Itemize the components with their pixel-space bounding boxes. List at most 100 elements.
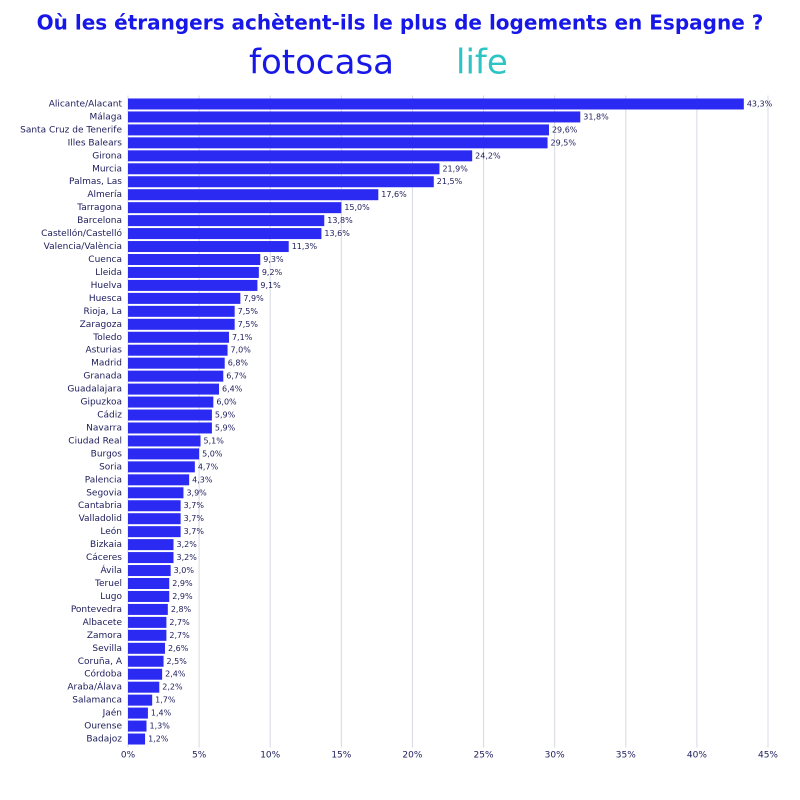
- y-tick-label: Málaga: [89, 112, 122, 122]
- y-tick-label: Castellón/Castelló: [41, 228, 122, 239]
- bar: [128, 655, 164, 667]
- bar: [128, 292, 241, 304]
- y-tick-label: Almería: [87, 190, 122, 200]
- value-label: 6,4%: [222, 385, 243, 394]
- value-label: 7,5%: [238, 320, 259, 329]
- value-label: 2,4%: [165, 670, 186, 679]
- bar: [128, 370, 224, 382]
- value-label: 2,7%: [169, 618, 190, 627]
- y-tick-label: Asturias: [86, 346, 123, 356]
- value-label: 4,3%: [192, 475, 213, 484]
- y-tick-label: Burgos: [91, 449, 123, 459]
- x-tick-label: 10%: [260, 751, 280, 761]
- y-tick-label: Barcelona: [77, 216, 122, 226]
- y-tick-label: Girona: [92, 151, 122, 161]
- bar: [128, 668, 163, 680]
- y-tick-label: Zamora: [87, 631, 122, 641]
- value-label: 5,0%: [202, 449, 223, 458]
- y-tick-label: Illes Balears: [68, 138, 123, 148]
- bar: [128, 629, 167, 641]
- value-label: 7,1%: [232, 333, 253, 342]
- bar: [128, 344, 228, 356]
- x-tick-label: 40%: [687, 751, 707, 761]
- y-tick-label: Bizkaia: [90, 540, 122, 550]
- bar: [128, 163, 440, 175]
- x-tick-label: 45%: [758, 751, 778, 761]
- y-tick-label: Cuenca: [88, 255, 122, 265]
- value-label: 4,7%: [198, 462, 219, 471]
- bar: [128, 266, 259, 278]
- y-tick-label: Ciudad Real: [68, 436, 122, 446]
- y-tick-label: Madrid: [91, 359, 122, 369]
- y-tick-label: Cantabria: [78, 501, 122, 511]
- value-label: 5,1%: [204, 436, 225, 445]
- bar: [128, 279, 258, 291]
- y-tick-label: Segovia: [86, 488, 122, 498]
- value-label: 7,5%: [238, 307, 259, 316]
- value-label: 29,6%: [552, 125, 578, 134]
- y-tick-label: Gipuzkoa: [80, 398, 122, 408]
- bar: [128, 331, 229, 343]
- value-label: 7,9%: [243, 294, 264, 303]
- bar: [128, 176, 434, 188]
- value-label: 9,3%: [263, 255, 284, 264]
- y-tick-label: Sevilla: [92, 644, 122, 654]
- value-label: 3,7%: [184, 501, 205, 510]
- bar: [128, 228, 322, 240]
- bar: [128, 409, 212, 421]
- y-tick-label: Salamanca: [72, 696, 122, 706]
- value-label: 1,7%: [155, 696, 176, 705]
- value-label: 2,2%: [162, 683, 183, 692]
- bar: [128, 448, 200, 460]
- value-label: 15,0%: [344, 203, 370, 212]
- value-label: 21,5%: [437, 177, 463, 186]
- y-tick-label: Ourense: [84, 722, 122, 732]
- x-tick-label: 25%: [474, 751, 494, 761]
- value-label: 13,8%: [327, 216, 353, 225]
- y-tick-label: Alicante/Alacant: [49, 99, 123, 109]
- y-tick-label: Lleida: [95, 268, 122, 278]
- value-label: 24,2%: [475, 151, 501, 160]
- bar: [128, 435, 201, 447]
- bar: [128, 318, 235, 330]
- y-tick-label: León: [100, 526, 122, 537]
- value-label: 3,0%: [174, 566, 195, 575]
- bar: [128, 707, 148, 719]
- value-label: 29,5%: [551, 138, 577, 147]
- value-label: 13,6%: [324, 229, 350, 238]
- value-label: 6,8%: [228, 359, 249, 368]
- value-label: 3,2%: [177, 540, 198, 549]
- bar: [128, 137, 548, 149]
- bar: [128, 487, 184, 499]
- value-label: 3,7%: [184, 527, 205, 536]
- value-label: 3,7%: [184, 514, 205, 523]
- value-label: 17,6%: [381, 190, 407, 199]
- bar: [128, 474, 190, 486]
- bar: [128, 215, 325, 227]
- bar: [128, 124, 549, 136]
- bar: [128, 202, 342, 214]
- y-tick-label: Rioja, La: [83, 307, 122, 317]
- value-label: 9,1%: [260, 281, 281, 290]
- chart-title: Où les étrangers achètent-ils le plus de…: [37, 11, 764, 35]
- y-tick-label: Tarragona: [76, 203, 122, 213]
- bar: [128, 578, 170, 589]
- bar: [128, 98, 744, 110]
- x-tick-label: 30%: [545, 751, 565, 761]
- bar: [128, 189, 379, 201]
- x-tick-label: 35%: [616, 751, 636, 761]
- value-label: 1,2%: [148, 735, 169, 744]
- bar: [128, 396, 214, 408]
- value-label: 6,7%: [226, 372, 247, 381]
- bar: [128, 733, 146, 745]
- bar: [128, 513, 181, 525]
- bar: [128, 616, 167, 628]
- y-tick-label: Teruel: [94, 579, 122, 589]
- value-label: 5,9%: [215, 411, 236, 420]
- bar: [128, 552, 174, 564]
- bar: [128, 590, 170, 602]
- y-tick-label: Toledo: [92, 333, 122, 343]
- y-tick-label: Guadalajara: [67, 385, 122, 395]
- y-tick-label: Huelva: [91, 281, 122, 291]
